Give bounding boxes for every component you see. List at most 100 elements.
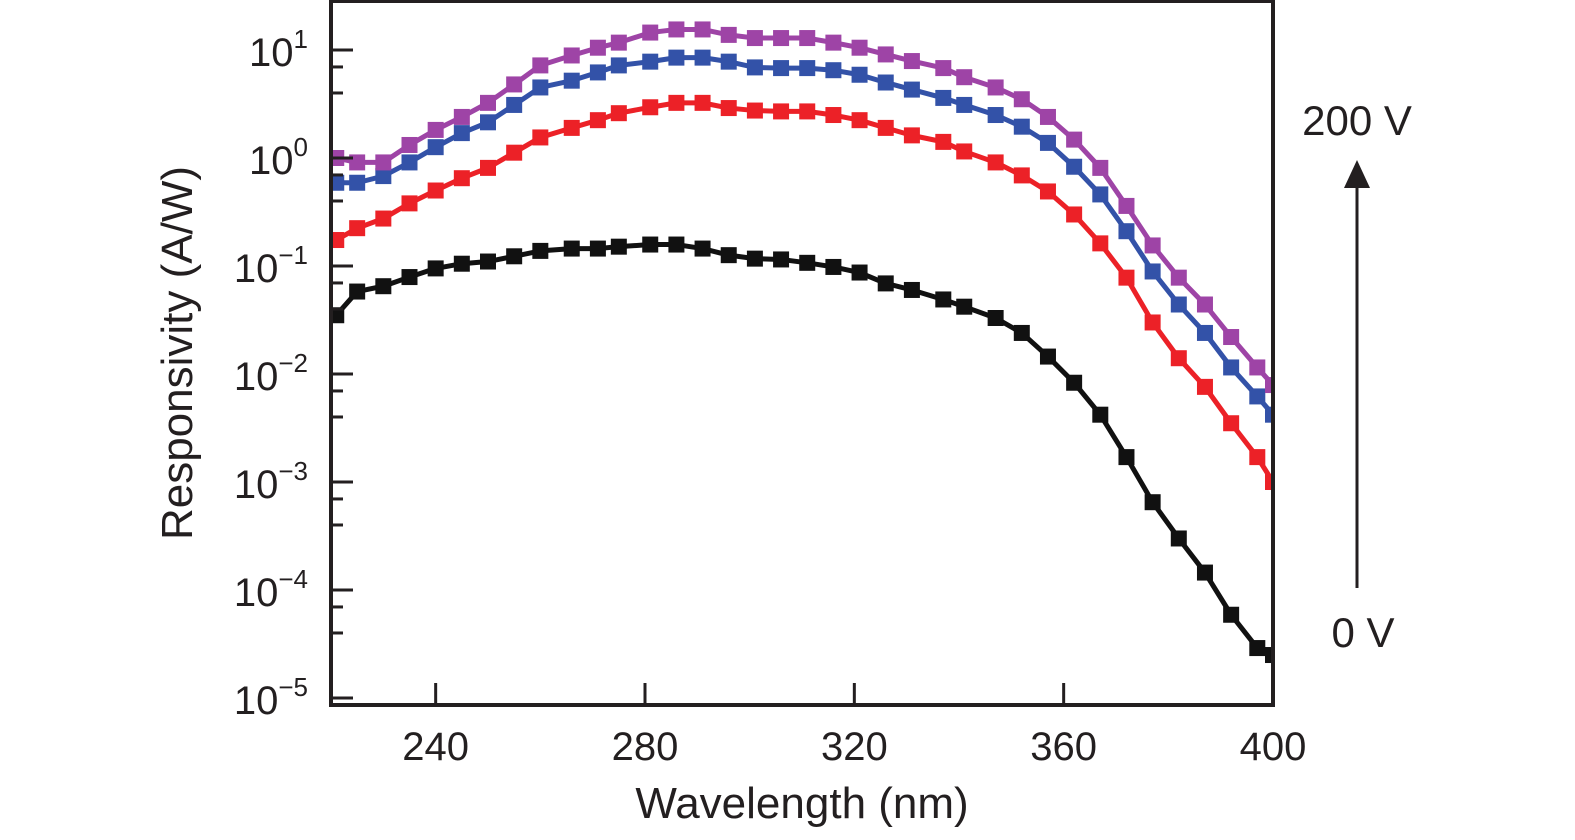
bias-label-200v: 200 V (1302, 97, 1412, 144)
data-point-marker (375, 210, 392, 227)
data-point-marker (506, 96, 523, 113)
y-tick-label-base: 10 (234, 571, 279, 615)
data-point-marker (349, 154, 366, 171)
data-point-marker (1066, 131, 1083, 148)
data-point-marker (532, 129, 549, 146)
y-tick-label: 10−2 (234, 348, 308, 399)
data-point-marker (642, 99, 659, 116)
data-point-marker (1013, 91, 1030, 108)
y-axis-title: Responsivity (A/W) (153, 166, 202, 540)
data-point-marker (610, 105, 627, 122)
data-point-marker (563, 240, 580, 257)
data-point-marker (642, 53, 659, 70)
data-point-marker (935, 133, 952, 150)
data-point-marker (331, 232, 345, 249)
data-point-marker (401, 154, 418, 171)
data-point-marker (1170, 530, 1187, 547)
data-point-marker (506, 76, 523, 93)
data-point-marker (668, 49, 685, 66)
data-point-marker (720, 247, 737, 264)
data-point-marker (610, 57, 627, 74)
data-point-marker (375, 278, 392, 295)
data-point-marker (1170, 350, 1187, 367)
y-tick-label-base: 10 (234, 247, 279, 291)
data-point-marker (1013, 118, 1030, 135)
x-tick-label: 360 (1030, 725, 1097, 769)
data-point-marker (851, 264, 868, 281)
series-1 (331, 94, 1273, 490)
y-tick-label-exponent: −4 (278, 564, 308, 594)
data-point-marker (935, 291, 952, 308)
data-point-marker (401, 136, 418, 153)
data-point-marker (720, 26, 737, 43)
data-point-marker (694, 94, 711, 111)
y-tick-label-exponent: 0 (294, 132, 308, 162)
data-point-marker (1265, 474, 1273, 490)
data-point-marker (331, 307, 345, 324)
y-tick-label-exponent: −5 (278, 672, 308, 702)
data-point-marker (642, 236, 659, 253)
data-point-marker (799, 103, 816, 120)
data-point-marker (1144, 237, 1161, 254)
data-point-marker (1249, 388, 1266, 405)
series-layer (331, 21, 1273, 664)
data-point-marker (825, 34, 842, 51)
data-point-marker (746, 59, 763, 76)
data-point-marker (746, 250, 763, 267)
data-point-marker (375, 168, 392, 185)
series-3 (331, 21, 1273, 394)
data-point-marker (851, 66, 868, 83)
series-0 (331, 236, 1273, 664)
data-point-marker (1223, 329, 1240, 346)
data-point-marker (668, 94, 685, 111)
data-point-marker (903, 53, 920, 70)
data-point-marker (987, 310, 1004, 327)
data-point-marker (825, 107, 842, 124)
y-tick-label: 101 (249, 24, 308, 75)
plot-frame (329, 0, 1275, 707)
data-point-marker (720, 100, 737, 117)
data-point-marker (694, 240, 711, 257)
data-point-marker (903, 127, 920, 144)
y-tick-label-base: 10 (249, 139, 294, 183)
data-point-marker (773, 30, 790, 47)
data-point-marker (799, 60, 816, 77)
data-point-marker (746, 30, 763, 47)
data-point-marker (1118, 449, 1135, 466)
data-point-marker (1092, 159, 1109, 176)
data-point-marker (903, 81, 920, 98)
data-point-marker (1249, 359, 1266, 376)
data-point-marker (532, 242, 549, 259)
data-point-marker (506, 248, 523, 265)
data-point-marker (799, 254, 816, 271)
data-point-marker (1144, 314, 1161, 331)
y-tick-label-base: 10 (249, 31, 294, 75)
data-point-marker (1196, 378, 1213, 395)
data-point-marker (506, 144, 523, 161)
y-tick-label-base: 10 (234, 355, 279, 399)
y-tick-label-exponent: −1 (278, 240, 308, 270)
x-axis-title: Wavelength (nm) (635, 779, 968, 828)
y-tick-label: 10−4 (234, 564, 308, 615)
data-point-marker (877, 275, 894, 292)
data-point-marker (401, 269, 418, 286)
data-point-marker (851, 39, 868, 56)
y-tick-label-base: 10 (234, 679, 279, 723)
x-tick-label: 400 (1240, 725, 1307, 769)
data-point-marker (935, 60, 952, 77)
data-point-marker (589, 112, 606, 129)
data-point-marker (1092, 186, 1109, 203)
bias-arrow-head-icon (1344, 160, 1370, 188)
data-point-marker (1170, 269, 1187, 286)
data-point-marker (1013, 324, 1030, 341)
data-point-marker (773, 60, 790, 77)
data-point-marker (1039, 348, 1056, 365)
data-point-marker (746, 102, 763, 119)
data-point-marker (563, 119, 580, 136)
y-tick-label-exponent: 1 (294, 24, 308, 54)
data-point-marker (668, 21, 685, 38)
series-2 (331, 49, 1273, 423)
bias-arrow (1344, 160, 1370, 588)
